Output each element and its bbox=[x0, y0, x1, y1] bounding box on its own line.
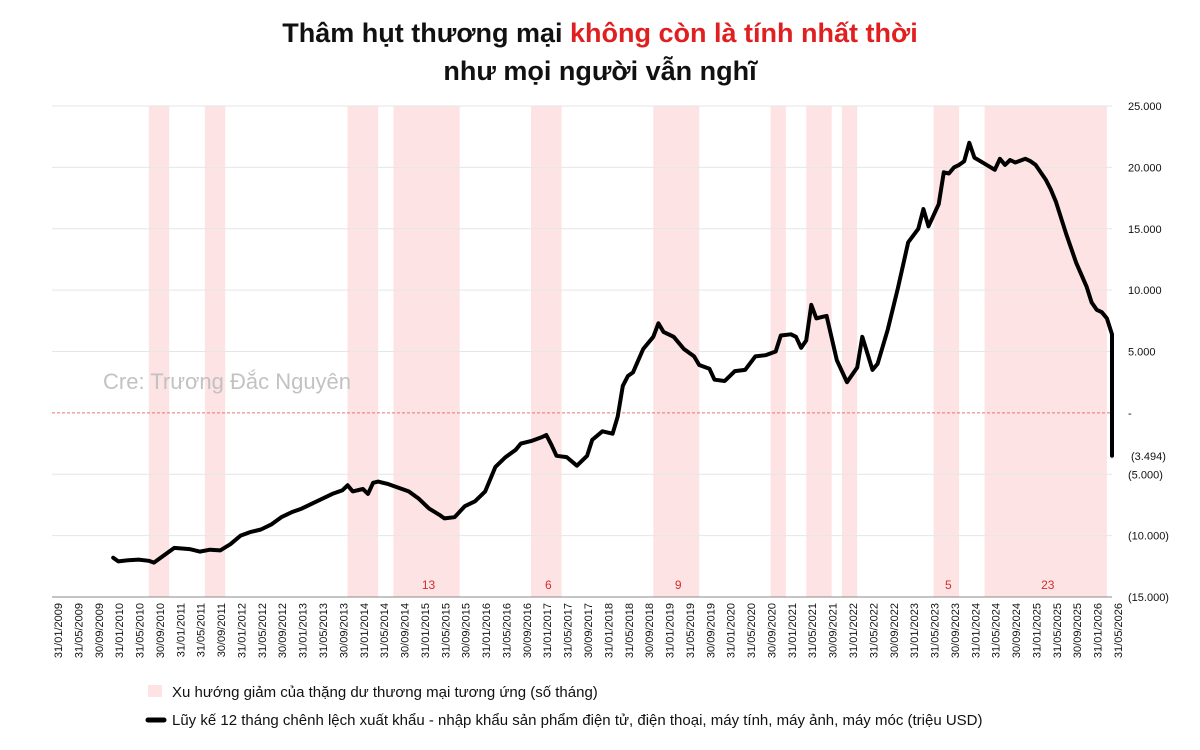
x-tick-label: 30/09/2018 bbox=[644, 603, 656, 658]
legend-line-label: Lũy kế 12 tháng chênh lệch xuất khẩu - n… bbox=[172, 712, 983, 729]
y-tick-label: 20.000 bbox=[1128, 162, 1162, 174]
x-tick-label: 31/01/2015 bbox=[420, 603, 432, 658]
band-count-labels: 13 6 9 5 23 bbox=[422, 578, 1055, 592]
x-tick-label: 31/01/2022 bbox=[848, 603, 860, 658]
y-tick-label: 15.000 bbox=[1128, 224, 1162, 236]
y-tick-label: 25.000 bbox=[1128, 101, 1162, 113]
chart-title-highlight: không còn là tính nhất thời bbox=[570, 18, 918, 48]
legend: Xu hướng giảm của thặng dư thương mại tư… bbox=[145, 684, 983, 729]
x-tick-label: 30/09/2012 bbox=[277, 603, 289, 658]
x-tick-label: 31/01/2020 bbox=[726, 603, 738, 658]
x-tick-label: 31/01/2017 bbox=[542, 603, 554, 658]
x-tick-label: 31/01/2012 bbox=[236, 603, 248, 658]
x-tick-label: 31/01/2024 bbox=[970, 603, 982, 658]
x-tick-label: 31/01/2011 bbox=[175, 603, 187, 657]
y-tick-label: (5.000) bbox=[1128, 469, 1163, 481]
watermark: Cre: Trương Đắc Nguyên bbox=[103, 369, 351, 394]
chart-title-part1: Thâm hụt thương mại bbox=[282, 18, 570, 48]
band-count-label: 23 bbox=[1041, 578, 1055, 592]
legend-band-swatch bbox=[148, 685, 162, 697]
last-value-label: (3.494) bbox=[1131, 451, 1166, 463]
x-tick-label: 31/05/2012 bbox=[257, 603, 269, 658]
x-tick-label: 30/09/2025 bbox=[1072, 603, 1084, 658]
x-tick-label: 31/01/2014 bbox=[359, 603, 371, 658]
x-tick-label: 31/01/2023 bbox=[909, 603, 921, 658]
legend-band-label: Xu hướng giảm của thặng dư thương mại tư… bbox=[172, 684, 598, 701]
x-tick-label: 31/01/2009 bbox=[53, 603, 65, 658]
x-tick-label: 31/01/2013 bbox=[298, 603, 310, 658]
x-tick-label: 30/09/2014 bbox=[400, 603, 412, 658]
x-tick-label: 30/09/2020 bbox=[766, 603, 778, 658]
x-tick-label: 31/05/2014 bbox=[379, 603, 391, 658]
y-tick-label: - bbox=[1128, 408, 1132, 420]
x-tick-label: 31/05/2018 bbox=[624, 603, 636, 658]
x-tick-label: 31/05/2019 bbox=[685, 603, 697, 658]
x-tick-label: 31/05/2026 bbox=[1113, 603, 1125, 658]
x-tick-label: 31/05/2013 bbox=[318, 603, 330, 658]
x-tick-label: 31/01/2019 bbox=[665, 603, 677, 658]
x-tick-label: 31/05/2009 bbox=[73, 603, 85, 658]
y-tick-label: 5.000 bbox=[1128, 347, 1156, 359]
x-tick-label: 31/01/2021 bbox=[787, 603, 799, 658]
x-tick-label: 30/09/2022 bbox=[889, 603, 901, 658]
y-axis: 25.000 20.000 15.000 10.000 5.000 - (5.000) (10… bbox=[1128, 101, 1169, 604]
x-tick-label: 31/05/2010 bbox=[135, 603, 147, 658]
band-count-label: 6 bbox=[545, 578, 552, 592]
x-tick-label: 31/01/2026 bbox=[1093, 603, 1105, 658]
x-tick-label: 31/05/2017 bbox=[563, 603, 575, 658]
x-tick-label: 30/09/2021 bbox=[828, 603, 840, 658]
band-count-label: 9 bbox=[675, 578, 682, 592]
band-count-label: 5 bbox=[945, 578, 952, 592]
x-tick-label: 31/05/2011 bbox=[196, 603, 208, 657]
y-tick-label: 10.000 bbox=[1128, 285, 1162, 297]
x-tick-label: 31/05/2025 bbox=[1052, 603, 1064, 658]
x-tick-label: 31/05/2022 bbox=[868, 603, 880, 658]
x-tick-label: 30/09/2017 bbox=[583, 603, 595, 658]
x-tick-label: 31/05/2023 bbox=[930, 603, 942, 658]
x-tick-label: 30/09/2010 bbox=[155, 603, 167, 658]
x-tick-label: 31/05/2024 bbox=[991, 603, 1003, 658]
x-axis: 31/01/2009 31/05/2009 30/09/2009 31/01/2010… bbox=[52, 596, 1125, 658]
x-tick-label: 31/01/2016 bbox=[481, 603, 493, 658]
band-count-label: 13 bbox=[422, 578, 436, 592]
x-tick-label: 30/09/2023 bbox=[950, 603, 962, 658]
x-tick-label: 30/09/2015 bbox=[461, 603, 473, 658]
x-tick-label: 30/09/2024 bbox=[1011, 603, 1023, 658]
x-tick-label: 31/05/2016 bbox=[501, 603, 513, 658]
x-tick-label: 31/01/2010 bbox=[114, 603, 126, 658]
x-tick-label: 30/09/2011 bbox=[216, 603, 228, 657]
x-tick-label: 30/09/2016 bbox=[522, 603, 534, 658]
x-tick-label: 31/05/2015 bbox=[440, 603, 452, 658]
x-tick-label: 31/01/2018 bbox=[603, 603, 615, 658]
chart-title-line1: Thâm hụt thương mại không còn là tính nh… bbox=[282, 18, 917, 48]
chart-title-line2: như mọi người vẫn nghĩ bbox=[443, 55, 758, 86]
y-tick-label: (10.000) bbox=[1128, 531, 1169, 543]
x-tick-label: 31/05/2021 bbox=[807, 603, 819, 658]
x-tick-label: 31/01/2025 bbox=[1031, 603, 1043, 658]
y-tick-label: (15.000) bbox=[1128, 592, 1169, 604]
x-tick-label: 30/09/2013 bbox=[338, 603, 350, 658]
x-tick-label: 31/05/2020 bbox=[746, 603, 758, 658]
x-tick-label: 30/09/2019 bbox=[705, 603, 717, 658]
series-line bbox=[111, 140, 1114, 565]
x-tick-label: 30/09/2009 bbox=[94, 603, 106, 658]
